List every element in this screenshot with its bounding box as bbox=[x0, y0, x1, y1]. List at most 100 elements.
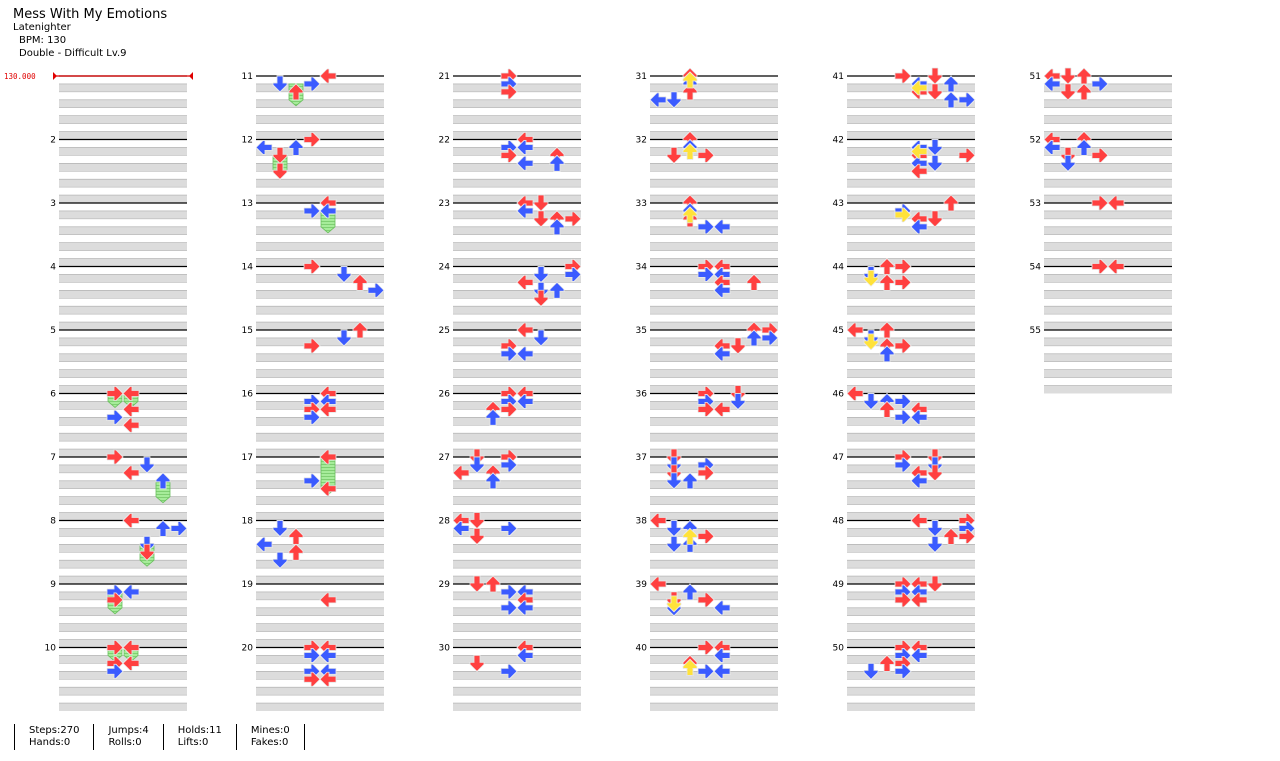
beat-band bbox=[256, 322, 384, 330]
beat-band bbox=[1044, 195, 1172, 203]
measure-number: 30 bbox=[439, 644, 451, 654]
beat-band bbox=[256, 242, 384, 251]
step-note bbox=[697, 401, 715, 417]
beat-band bbox=[847, 433, 975, 442]
beat-band bbox=[453, 591, 581, 600]
step-note bbox=[533, 266, 549, 284]
beat-band bbox=[650, 417, 778, 426]
step-note bbox=[122, 640, 140, 655]
step-note bbox=[564, 211, 582, 227]
step-note bbox=[879, 345, 895, 363]
measure-number: 5 bbox=[50, 326, 56, 336]
measure-number: 32 bbox=[636, 136, 647, 146]
beat-band bbox=[59, 417, 187, 426]
step-note bbox=[927, 464, 943, 482]
step-note bbox=[106, 449, 124, 465]
beat-band bbox=[453, 179, 581, 188]
beat-band bbox=[256, 163, 384, 172]
beat-band bbox=[847, 576, 975, 584]
beat-band bbox=[453, 449, 581, 457]
stat-holds: Holds:11 bbox=[177, 725, 222, 736]
step-note bbox=[649, 513, 667, 528]
beat-band bbox=[650, 528, 778, 537]
step-note bbox=[122, 401, 140, 417]
step-note bbox=[336, 266, 352, 284]
beat-band bbox=[453, 242, 581, 251]
step-note bbox=[894, 68, 912, 84]
step-note bbox=[272, 162, 288, 180]
beat-band bbox=[1044, 369, 1172, 378]
beat-band bbox=[650, 480, 778, 489]
beat-band bbox=[256, 131, 384, 140]
step-note bbox=[106, 663, 124, 679]
step-note bbox=[894, 457, 912, 473]
beat-band bbox=[256, 433, 384, 442]
step-note bbox=[516, 394, 534, 409]
measure-number: 27 bbox=[439, 453, 450, 463]
step-note bbox=[927, 210, 943, 228]
measure-number: 2 bbox=[50, 136, 56, 146]
step-note bbox=[469, 456, 485, 474]
beat-band bbox=[59, 369, 187, 378]
measure-number: 50 bbox=[833, 644, 845, 654]
step-note bbox=[303, 338, 321, 354]
step-note bbox=[713, 282, 731, 298]
beat-band bbox=[256, 306, 384, 315]
step-note bbox=[516, 322, 534, 338]
song-artist: Latenighter bbox=[13, 22, 71, 33]
step-note bbox=[352, 273, 368, 291]
step-note bbox=[139, 456, 155, 474]
beat-band bbox=[847, 131, 975, 140]
step-note bbox=[910, 648, 928, 663]
beat-band bbox=[847, 560, 975, 569]
beat-band bbox=[256, 655, 384, 664]
beat-band bbox=[847, 591, 975, 600]
beat-band bbox=[256, 179, 384, 188]
beat-band bbox=[650, 449, 778, 457]
stat-col-steps: Steps:270 Hands:0 bbox=[14, 724, 95, 750]
beat-band bbox=[847, 337, 975, 346]
step-note bbox=[1060, 83, 1076, 101]
song-difficulty: Double - Difficult Lv.9 bbox=[19, 48, 127, 59]
beat-band bbox=[256, 147, 384, 156]
beat-band bbox=[650, 83, 778, 92]
step-note bbox=[500, 663, 518, 679]
step-note bbox=[288, 83, 304, 101]
beat-band bbox=[847, 195, 975, 203]
step-note bbox=[761, 330, 779, 346]
step-note bbox=[170, 521, 188, 536]
measure-number: 12 bbox=[242, 136, 253, 146]
beat-band bbox=[650, 512, 778, 521]
beat-band bbox=[650, 210, 778, 219]
beat-band bbox=[59, 687, 187, 696]
step-note bbox=[533, 194, 549, 212]
beat-band bbox=[1044, 242, 1172, 251]
beat-band bbox=[256, 226, 384, 235]
measure-number: 37 bbox=[636, 453, 647, 463]
beat-band bbox=[650, 385, 778, 394]
step-note bbox=[943, 91, 959, 109]
beat-band bbox=[650, 655, 778, 664]
beat-band bbox=[847, 703, 975, 711]
beat-band bbox=[59, 591, 187, 600]
beat-band bbox=[847, 464, 975, 473]
beat-band bbox=[1044, 131, 1172, 140]
step-note bbox=[1091, 259, 1109, 274]
beat-band bbox=[650, 258, 778, 267]
step-note bbox=[879, 273, 895, 291]
step-note bbox=[469, 575, 485, 593]
step-note bbox=[682, 472, 698, 490]
measure-number: 26 bbox=[439, 390, 451, 400]
step-note bbox=[367, 282, 385, 298]
beat-band bbox=[847, 512, 975, 521]
beat-band bbox=[453, 195, 581, 203]
measure-number: 17 bbox=[242, 453, 253, 463]
beat-band bbox=[256, 591, 384, 600]
beat-band bbox=[59, 623, 187, 632]
step-note bbox=[927, 139, 943, 157]
beat-band bbox=[847, 258, 975, 267]
song-bpm: BPM: 130 bbox=[19, 35, 67, 46]
measure-number: 20 bbox=[242, 644, 254, 654]
step-note bbox=[682, 583, 698, 601]
beat-band bbox=[1044, 353, 1172, 362]
